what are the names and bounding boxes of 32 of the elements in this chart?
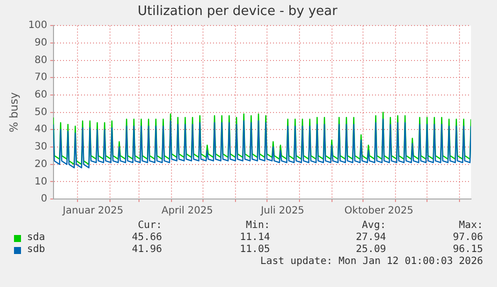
text: Avg:: [360, 220, 386, 231]
y-tick-label: 10: [34, 176, 48, 188]
x-tick-label: Oktober 2025: [344, 206, 414, 217]
y-tick-label: 80: [34, 54, 48, 66]
text: 11.14: [238, 232, 270, 243]
text: Last update: Mon Jan 12 01:00:03 2026: [260, 256, 483, 267]
x-tick-label: Juli 2025: [260, 206, 304, 217]
x-tick-label: April 2025: [162, 206, 214, 217]
text: Max:: [458, 220, 483, 231]
y-tick-label: 30: [34, 142, 48, 153]
legend-label: sda: [27, 232, 46, 243]
text: 27.94: [354, 232, 386, 243]
y-axis-title: % busy: [7, 92, 20, 132]
y-tick-label: 50: [34, 106, 48, 118]
y-tick-label: 20: [34, 158, 48, 170]
chart-title: Utilization per device - by year: [138, 4, 338, 20]
text: 96.15: [452, 244, 483, 255]
text: 97.06: [452, 232, 483, 243]
y-tick-label: 70: [34, 72, 48, 84]
text: Cur:: [136, 220, 162, 231]
y-tick-label: 40: [34, 124, 48, 136]
legend-label: sdb: [27, 244, 46, 255]
text: 41.96: [130, 244, 162, 255]
y-tick-label: 0: [40, 194, 48, 205]
x-tick-label: Januar 2025: [62, 206, 124, 217]
y-tick-label: 100: [28, 20, 48, 32]
y-tick-label: 60: [34, 90, 48, 101]
text: 45.66: [130, 232, 162, 243]
text: 25.09: [354, 244, 386, 255]
text: 11.05: [238, 244, 270, 255]
y-tick-label: 90: [34, 38, 48, 49]
text: Min:: [244, 220, 270, 231]
